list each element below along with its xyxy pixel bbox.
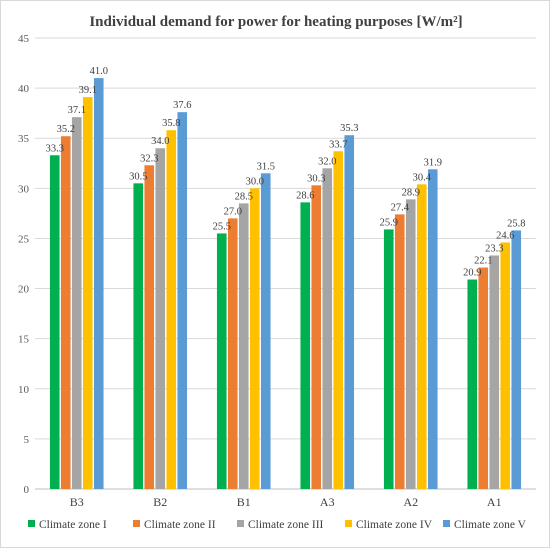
legend-swatch: [443, 520, 450, 527]
x-category-label: A2: [403, 495, 418, 509]
legend-label: Climate zone IV: [356, 519, 433, 531]
data-label: 24.6: [496, 230, 514, 241]
bar: [344, 135, 355, 489]
bar: [60, 136, 71, 489]
bar: [216, 233, 227, 489]
data-label: 34.0: [151, 136, 169, 147]
bar: [311, 185, 322, 489]
data-label: 30.0: [246, 176, 264, 187]
data-label: 37.6: [173, 100, 191, 111]
x-category-label: A1: [487, 495, 502, 509]
bar: [49, 155, 60, 489]
bar: [322, 168, 333, 490]
bar: [427, 169, 438, 489]
gridlines: [35, 37, 536, 490]
x-category-label: B3: [70, 495, 84, 509]
y-tick-label: 40: [18, 83, 30, 95]
bar: [500, 242, 511, 489]
legend-label: Climate zone II: [144, 519, 216, 531]
y-tick-label: 10: [18, 384, 30, 396]
legend: Climate zone I Climate zone II Climate zon…: [28, 519, 527, 531]
bar: [155, 148, 166, 489]
y-tick-label: 45: [18, 33, 30, 45]
data-label: 35.8: [162, 118, 180, 129]
bar: [93, 78, 104, 489]
data-label: 23.3: [485, 243, 503, 254]
bar: [394, 214, 405, 489]
data-label: 31.5: [257, 161, 275, 172]
legend-swatch: [237, 520, 244, 527]
bar: [238, 203, 249, 489]
data-label: 28.5: [235, 191, 253, 202]
data-labels: 33.3 35.2 37.1 39.1 41.0 30.5 32.3 34.0 35.8 37.6…: [46, 66, 526, 278]
data-label: 37.1: [68, 105, 86, 116]
data-label: 35.3: [340, 123, 358, 134]
bar: [405, 199, 416, 489]
y-tick-label: 25: [18, 233, 30, 245]
legend-swatch: [133, 520, 140, 527]
y-tick-label: 0: [24, 484, 30, 496]
bar: [489, 255, 500, 489]
data-label: 30.5: [129, 171, 147, 182]
x-axis-categories: B3 B2 B1 A3 A2 A1: [70, 495, 502, 509]
bar: [177, 112, 188, 490]
bar: [333, 151, 344, 490]
bar: [416, 184, 427, 489]
bar: [260, 173, 271, 490]
bars: [49, 78, 522, 490]
y-tick-label: 5: [24, 434, 30, 446]
data-label: 27.0: [224, 206, 242, 217]
bar: [300, 202, 311, 489]
legend-label: Climate zone V: [454, 519, 527, 531]
data-label: 28.9: [402, 187, 420, 198]
bar: [511, 230, 522, 489]
bar: [478, 267, 489, 489]
data-label: 35.2: [57, 124, 75, 135]
bar: [71, 117, 82, 490]
bar: [133, 183, 144, 490]
data-label: 33.7: [329, 139, 347, 150]
data-label: 27.4: [391, 202, 410, 213]
data-label: 41.0: [90, 66, 108, 77]
legend-swatch: [345, 520, 352, 527]
y-tick-label: 15: [18, 334, 30, 346]
bar: [383, 229, 394, 489]
data-label: 20.9: [463, 268, 481, 279]
bar: [227, 218, 238, 489]
legend-label: Climate zone I: [39, 519, 107, 531]
y-tick-label: 35: [18, 133, 30, 145]
legend-label: Climate zone III: [248, 519, 324, 531]
bar: [166, 130, 177, 489]
data-label: 39.1: [79, 85, 97, 96]
bar: [467, 279, 478, 489]
chart-title: Individual demand for power for heating …: [89, 14, 462, 30]
data-label: 32.0: [318, 156, 336, 167]
data-label: 31.9: [424, 157, 442, 168]
bar: [144, 165, 155, 489]
x-category-label: B2: [153, 495, 167, 509]
data-label: 25.8: [507, 218, 525, 229]
data-label: 30.3: [307, 173, 325, 184]
x-category-label: A3: [320, 495, 335, 509]
bar: [82, 97, 93, 490]
data-label: 22.1: [474, 256, 492, 267]
data-label: 25.5: [213, 221, 231, 232]
legend-swatch: [28, 520, 35, 527]
data-label: 33.3: [46, 143, 64, 154]
data-label: 25.9: [380, 217, 398, 228]
y-tick-label: 20: [18, 284, 30, 296]
data-label: 30.4: [413, 172, 432, 183]
data-label: 28.6: [296, 190, 314, 201]
y-tick-label: 30: [18, 183, 30, 195]
x-category-label: B1: [237, 495, 251, 509]
y-axis-ticks: 0 5 10 15 20 25 30 35 40 45: [18, 33, 30, 496]
data-label: 32.3: [140, 153, 158, 164]
bar: [249, 188, 260, 490]
